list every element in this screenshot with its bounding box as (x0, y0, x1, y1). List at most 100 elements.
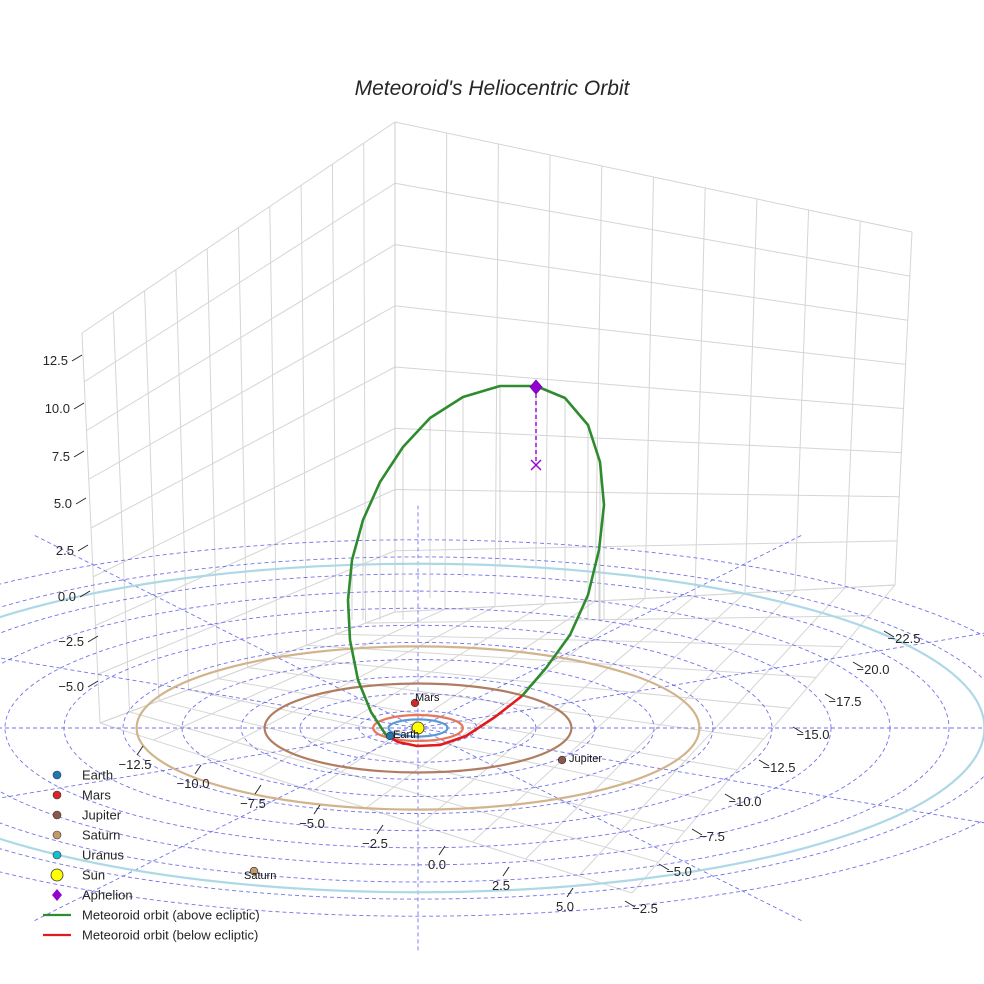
y-tick-label: −10.0 (177, 776, 210, 791)
legend-label: Earth (82, 768, 113, 783)
x-tick-label: −12.5 (763, 760, 796, 775)
y-tick-mark (194, 764, 202, 775)
legend-item: Sun (50, 868, 105, 883)
legend-label: Mars (82, 788, 111, 803)
legend-label: Meteoroid orbit (above ecliptic) (82, 908, 260, 923)
x-tick-label: −2.5 (632, 901, 658, 916)
grid-line (97, 550, 396, 675)
x-axis-ticks: −2.5 −5.0 −7.5 −10.0 −12.5 −15.0 −17.5 −20.0 −22… (624, 630, 920, 916)
x-tick-label: −10.0 (729, 794, 762, 809)
legend-marker (50, 868, 64, 882)
legend-marker (52, 770, 62, 780)
meteoroid-orbit-below (385, 694, 523, 748)
polar-grid-ring (299, 693, 537, 763)
planet-earth (385, 731, 395, 741)
aphelion-marker (529, 379, 543, 395)
meteoroid-orbit (346, 384, 606, 748)
y-tick-mark (313, 804, 321, 815)
grid-line (86, 244, 396, 431)
z-tick-label: −2.5 (58, 634, 84, 649)
x-tick-mark (852, 661, 864, 669)
floor-grid-line (306, 644, 817, 678)
y-tick-label: −7.5 (240, 796, 266, 811)
planet-label-saturn: Saturn (244, 870, 276, 882)
x-tick-label: −15.0 (797, 727, 830, 742)
z-tick-mark (87, 635, 99, 643)
x-tick-mark (758, 759, 770, 767)
legend-marker (52, 850, 62, 860)
grid-line (90, 366, 396, 529)
legend-item: Meteoroid orbit (above ecliptic) (43, 908, 260, 923)
z-tick-mark (73, 450, 85, 458)
grid-line (394, 427, 902, 454)
z-tick-mark (79, 590, 91, 598)
legend-item: Aphelion (52, 888, 133, 903)
legend-item: Earth (52, 768, 113, 783)
grid-line (394, 366, 904, 409)
z-tick-label: 2.5 (56, 543, 74, 558)
grid-line (93, 427, 396, 578)
legend-marker (52, 830, 62, 840)
y-tick-label: 0.0 (428, 857, 446, 872)
orbit-uranus (0, 562, 984, 894)
z-tick-label: 5.0 (54, 496, 72, 511)
planet-mars (410, 698, 420, 708)
grid-line (394, 244, 908, 321)
legend-marker (52, 810, 62, 820)
floor-grid-line (631, 584, 896, 894)
y-tick-mark (438, 845, 446, 856)
grid-line (95, 489, 396, 626)
planet-label-earth: Earth (393, 729, 419, 741)
z-tick-mark (71, 354, 83, 362)
y-tick-label: −5.0 (299, 816, 325, 831)
y-tick-mark (254, 784, 262, 795)
grid-line (394, 489, 900, 498)
orbit-earth (387, 718, 449, 738)
floor-grid-line (525, 590, 796, 860)
planet-label-mars: Mars (415, 692, 440, 704)
y-tick-mark (376, 824, 384, 835)
legend-label: Sun (82, 868, 105, 883)
grid-line (88, 305, 396, 480)
z-axis-ticks: −5.0 −2.5 0.0 2.5 5.0 7.5 10.0 12.5 (43, 353, 99, 694)
floor-grid-line (472, 592, 746, 843)
legend-label: Aphelion (82, 888, 133, 903)
planet-jupiter (557, 755, 567, 765)
x-tick-label: −7.5 (699, 829, 725, 844)
floor-grid-line (365, 598, 646, 809)
orbit-saturn (135, 645, 701, 811)
y-tick-label: 2.5 (492, 878, 510, 893)
z-tick-label: 12.5 (43, 353, 68, 368)
floor-grid-line (335, 633, 843, 648)
x-tick-mark (658, 863, 670, 871)
y-tick-mark (566, 887, 574, 898)
y-tick-mark (502, 866, 510, 877)
orbit-mars (372, 713, 464, 743)
z-tick-label: 7.5 (52, 449, 70, 464)
legend: Earth Mars Jupiter Saturn Uranus Sun Aphelion M… (43, 768, 260, 943)
x-tick-mark (883, 630, 895, 638)
chart-title: Meteoroid's Heliocentric Orbit (355, 77, 631, 100)
orbit-drop-lines (347, 386, 605, 640)
legend-item: Meteoroid orbit (below ecliptic) (43, 928, 258, 943)
y-tick-label: 5.0 (556, 899, 574, 914)
x-tick-mark (691, 828, 703, 836)
y-axis-ticks: 5.0 2.5 0.0 −2.5 −5.0 −7.5 −10.0 −12.5 (119, 745, 574, 914)
legend-label: Saturn (82, 828, 120, 843)
z-tick-mark (77, 544, 89, 552)
x-tick-label: −5.0 (666, 864, 692, 879)
grid-line (394, 121, 913, 233)
grid-line (81, 121, 396, 334)
z-tick-label: 10.0 (45, 401, 70, 416)
x-tick-mark (724, 793, 736, 801)
legend-label: Meteoroid orbit (below ecliptic) (82, 928, 258, 943)
y-tick-label: −12.5 (119, 757, 152, 772)
z-tick-label: −5.0 (58, 679, 84, 694)
z-tick-label: 0.0 (58, 589, 76, 604)
grid-line (394, 540, 898, 552)
legend-item: Mars (52, 788, 111, 803)
legend-label: Uranus (82, 848, 124, 863)
aphelion-projection-marker (530, 459, 542, 471)
z-tick-mark (87, 680, 99, 688)
